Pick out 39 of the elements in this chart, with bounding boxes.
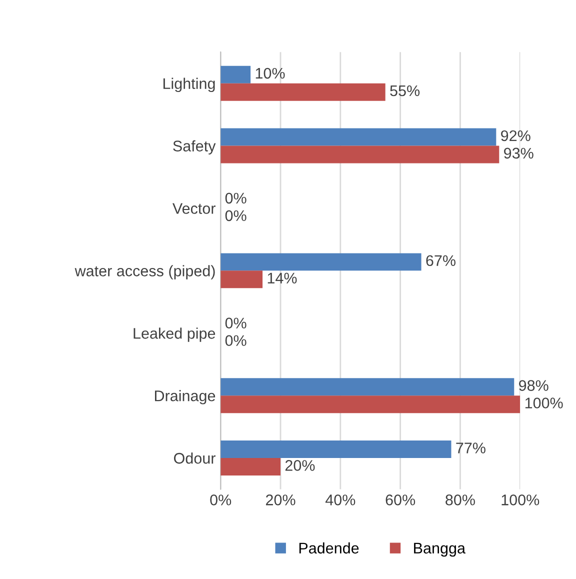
bar (220, 66, 251, 84)
bar (220, 253, 422, 271)
data-label: 92% (501, 130, 530, 142)
data-label: 55% (390, 85, 420, 96)
y-tick-label: Lighting (163, 78, 215, 92)
x-tick-label: 0% (210, 494, 232, 506)
data-label: 93% (504, 148, 534, 159)
x-tick-label: 40% (325, 494, 356, 506)
y-tick-label: Drainage (155, 390, 216, 404)
bar (220, 396, 520, 414)
bar (220, 146, 500, 164)
data-label: 14% (268, 272, 297, 284)
bar (220, 128, 496, 146)
data-label: 100% (525, 398, 563, 408)
data-label: 0% (225, 318, 246, 328)
y-tick-label: Vector (172, 203, 216, 214)
data-label: 0% (225, 192, 246, 204)
bar (220, 83, 386, 101)
data-label: 0% (225, 210, 246, 222)
bar (220, 270, 263, 288)
data-label: 98% (519, 380, 548, 391)
data-label: 77% (456, 442, 486, 454)
bar (220, 458, 281, 476)
bar (220, 440, 452, 458)
data-label: 67% (426, 255, 456, 266)
x-tick-label: 60% (386, 494, 416, 506)
x-tick-label: 80% (446, 494, 475, 506)
y-tick-label: Leaked pipe (134, 328, 216, 342)
data-label: 20% (285, 460, 315, 471)
y-tick-label: Odour (174, 452, 216, 464)
bar (220, 378, 514, 396)
y-tick-label: water access (piped) (74, 265, 215, 280)
data-label: 0% (225, 335, 246, 346)
data-label: 10% (256, 68, 285, 79)
legend-label: Padende (299, 542, 359, 554)
y-tick-label: Safety (173, 140, 216, 154)
legend-label: Bangga (414, 542, 466, 557)
x-tick-label: 20% (266, 494, 296, 506)
x-tick-label: 100% (502, 494, 540, 506)
